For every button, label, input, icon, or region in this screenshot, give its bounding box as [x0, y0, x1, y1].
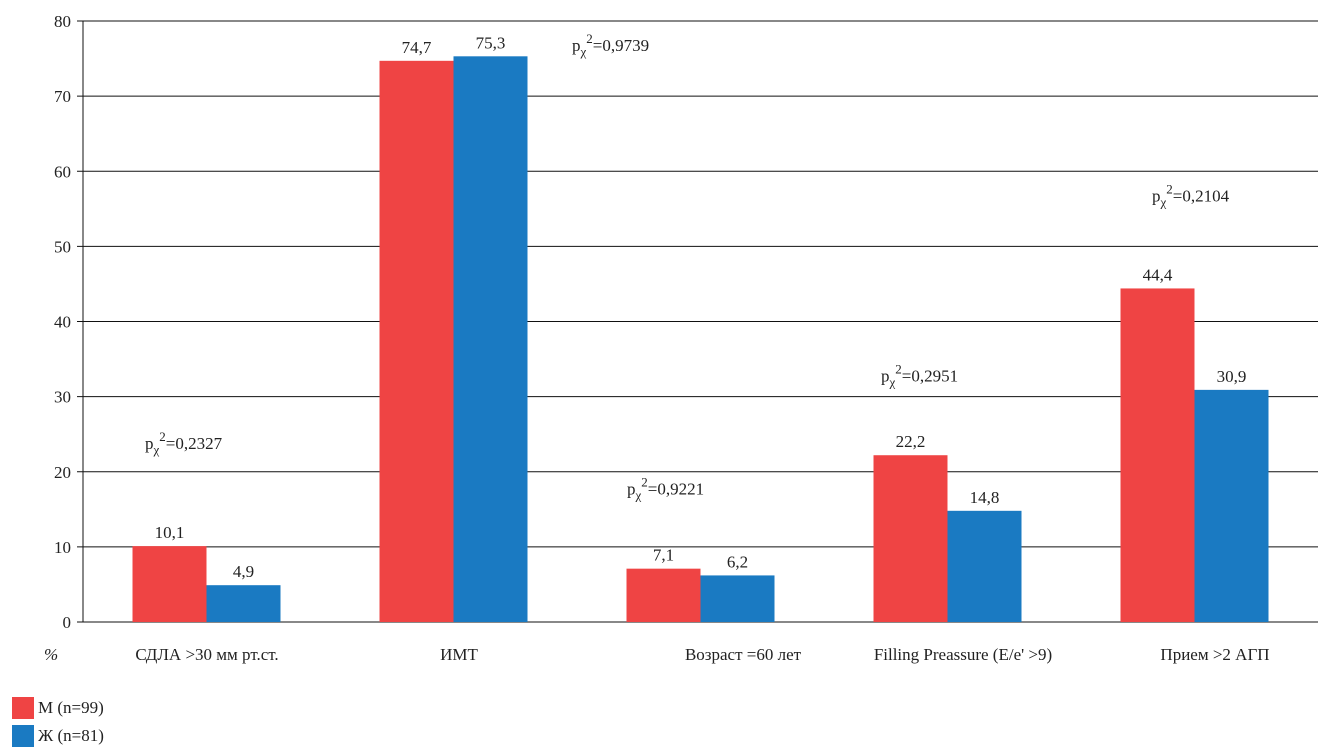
y-axis: 0 10 20 30 40 50 60 70 80 — [54, 12, 84, 632]
unit-label: % — [44, 645, 58, 664]
category-label-1: ИМТ — [440, 645, 478, 664]
p-value-sub-0: χ — [153, 442, 160, 457]
p-value-annotation-2: pχ2=0,9221 — [627, 474, 704, 502]
p-value-sub-4: χ — [1160, 194, 1167, 209]
p-value-sup-2: 2 — [641, 474, 648, 489]
grid-lines — [83, 20, 1318, 623]
data-label-s0-c3: 22,2 — [896, 432, 926, 451]
p-value-sup-0: 2 — [159, 429, 166, 444]
p-value-prefix-2: p — [627, 479, 636, 498]
data-label-s1-c2: 6,2 — [727, 552, 748, 571]
p-value-sup-3: 2 — [895, 362, 902, 377]
p-value-prefix-3: p — [881, 367, 890, 386]
p-value-annotations: pχ2=0,2327pχ2=0,9739pχ2=0,9221pχ2=0,2951… — [145, 31, 1230, 502]
p-value-annotation-1: pχ2=0,9739 — [572, 31, 649, 59]
data-label-s0-c0: 10,1 — [155, 523, 185, 542]
data-labels: 10,1 4,9 74,7 75,3 7,1 6,2 22,2 14,8 44,4 30,9 — [155, 33, 1247, 581]
y-tick-label-0: 0 — [63, 613, 72, 632]
x-axis: % СДЛА >30 мм рт.ст. ИМТ Возраст =60 лет Fil… — [44, 645, 1270, 664]
p-value-value-0: =0,2327 — [166, 434, 223, 453]
p-value-sub-2: χ — [635, 487, 642, 502]
p-value-sup-1: 2 — [586, 31, 593, 46]
category-label-4: Прием >2 АГП — [1160, 645, 1269, 664]
bars — [132, 56, 1269, 623]
p-value-prefix-1: p — [572, 36, 581, 55]
y-tick-label-80: 80 — [54, 12, 71, 31]
y-tick-label-30: 30 — [54, 388, 71, 407]
legend-item-men: М (n=99) — [12, 697, 104, 719]
p-value-prefix-0: p — [145, 434, 154, 453]
data-label-s1-c3: 14,8 — [970, 488, 1000, 507]
y-tick-label-70: 70 — [54, 87, 71, 106]
p-value-value-4: =0,2104 — [1173, 186, 1230, 205]
category-label-2: Возраст =60 лет — [685, 645, 802, 664]
legend-item-women: Ж (n=81) — [12, 725, 104, 747]
category-label-3: Filling Preassure (E/e' >9) — [874, 645, 1052, 664]
p-value-value-2: =0,9221 — [648, 479, 704, 498]
p-value-sub-3: χ — [889, 375, 896, 390]
p-value-sup-4: 2 — [1166, 181, 1173, 196]
p-value-sub-1: χ — [580, 44, 587, 59]
bar-s1-c0 — [206, 585, 281, 622]
legend-label-women: Ж (n=81) — [38, 726, 104, 745]
data-label-s1-c1: 75,3 — [476, 33, 506, 52]
y-tick-label-60: 60 — [54, 162, 71, 181]
y-tick-label-10: 10 — [54, 538, 71, 557]
bar-s1-c1 — [453, 56, 528, 622]
y-tick-label-50: 50 — [54, 237, 71, 256]
bar-s0-c3 — [873, 455, 948, 622]
p-value-annotation-0: pχ2=0,2327 — [145, 429, 223, 457]
category-label-0: СДЛА >30 мм рт.ст. — [135, 645, 278, 664]
data-label-s0-c1: 74,7 — [402, 38, 432, 57]
p-value-value-3: =0,2951 — [902, 367, 958, 386]
legend-swatch-women — [12, 725, 34, 747]
data-label-s1-c4: 30,9 — [1217, 367, 1247, 386]
bar-s0-c1 — [379, 60, 454, 623]
bar-s0-c0 — [132, 546, 207, 622]
bar-s0-c4 — [1120, 288, 1195, 622]
legend-label-men: М (n=99) — [38, 698, 104, 717]
data-label-s0-c2: 7,1 — [653, 546, 674, 565]
p-value-value-1: =0,9739 — [593, 36, 649, 55]
legend-swatch-men — [12, 697, 34, 719]
bar-s1-c4 — [1194, 389, 1269, 622]
data-label-s0-c4: 44,4 — [1143, 265, 1173, 284]
bar-s0-c2 — [626, 568, 701, 622]
p-value-annotation-3: pχ2=0,2951 — [881, 362, 958, 390]
bar-chart: 0 10 20 30 40 50 60 70 80 10,1 4,9 74,7 75,3 7,1 6,2 2… — [44, 12, 1318, 664]
bar-s1-c2 — [700, 575, 775, 622]
p-value-prefix-4: p — [1152, 186, 1161, 205]
y-tick-label-20: 20 — [54, 463, 71, 482]
y-tick-label-40: 40 — [54, 313, 71, 332]
p-value-annotation-4: pχ2=0,2104 — [1152, 181, 1230, 209]
data-label-s1-c0: 4,9 — [233, 562, 254, 581]
bar-s1-c3 — [947, 510, 1022, 622]
